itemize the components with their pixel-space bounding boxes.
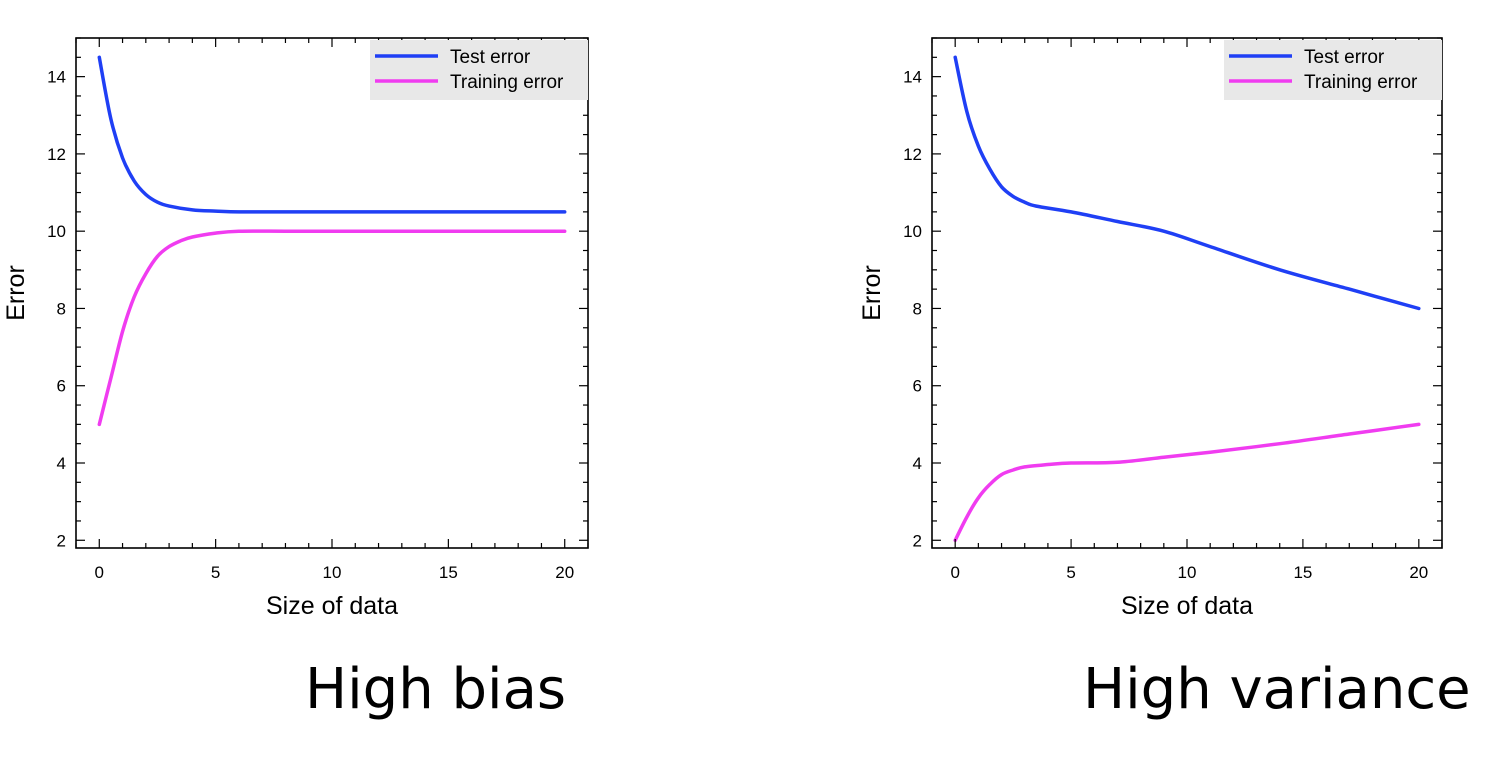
x-tick-label: 10 <box>323 563 342 582</box>
y-tick-label: 12 <box>903 145 922 164</box>
x-tick-label: 20 <box>1409 563 1428 582</box>
y-tick-label: 6 <box>913 377 922 396</box>
legend-box <box>1224 40 1442 100</box>
x-tick-label: 10 <box>1178 563 1197 582</box>
x-tick-label: 0 <box>950 563 959 582</box>
y-tick-label: 10 <box>47 222 66 241</box>
learning-curve-chart-high-bias: 2 4 6 8 10 12 14 0 5 10 15 20 Size of data Error Test … <box>2 37 589 620</box>
legend-entry: Test error <box>1304 47 1385 68</box>
y-tick-label: 8 <box>57 299 66 318</box>
y-tick-label: 6 <box>57 377 66 396</box>
legend-entry: Test error <box>450 47 531 68</box>
y-tick-label: 8 <box>913 299 922 318</box>
chart-panel-high-bias: 2 4 6 8 10 12 14 0 5 10 15 20 Size of data Error Test … <box>2 37 589 722</box>
y-tick-label: 4 <box>913 454 922 473</box>
series-line-training-error <box>953 422 1421 543</box>
y-axis-label: Error <box>2 265 30 321</box>
y-tick-label: 2 <box>913 531 922 550</box>
plot-frame <box>75 37 589 549</box>
y-axis-label: Error <box>858 265 886 321</box>
x-axis-label: Size of data <box>266 592 398 620</box>
x-tick-label: 15 <box>1293 563 1312 582</box>
legend-entry: Training error <box>1304 72 1418 93</box>
y-tick-label: 4 <box>57 454 66 473</box>
y-tick-label: 14 <box>47 68 66 87</box>
x-axis-label: Size of data <box>1121 592 1253 620</box>
series-line-training-error <box>97 229 567 427</box>
x-tick-label: 5 <box>211 563 220 582</box>
chart-caption: High bias <box>305 657 567 722</box>
y-tick-label: 14 <box>903 68 922 87</box>
series-line-test-error <box>97 55 567 214</box>
y-tick-label: 12 <box>47 145 66 164</box>
x-tick-label: 5 <box>1066 563 1075 582</box>
legend-entry: Training error <box>450 72 564 93</box>
series-line-test-error <box>953 55 1421 311</box>
y-tick-label: 2 <box>57 531 66 550</box>
x-tick-label: 20 <box>555 563 574 582</box>
chart-panel-high-variance: 2 4 6 8 10 12 14 0 5 10 15 20 Size of data Error Test … <box>756 0 1512 760</box>
x-tick-label: 15 <box>439 563 458 582</box>
learning-curve-chart-high-variance: 2 4 6 8 10 12 14 0 5 10 15 20 Size of data Error Test … <box>858 37 1443 620</box>
y-tick-label: 10 <box>903 222 922 241</box>
legend-box <box>370 40 588 100</box>
x-tick-label: 0 <box>95 563 104 582</box>
chart-caption: High variance <box>1083 657 1471 722</box>
